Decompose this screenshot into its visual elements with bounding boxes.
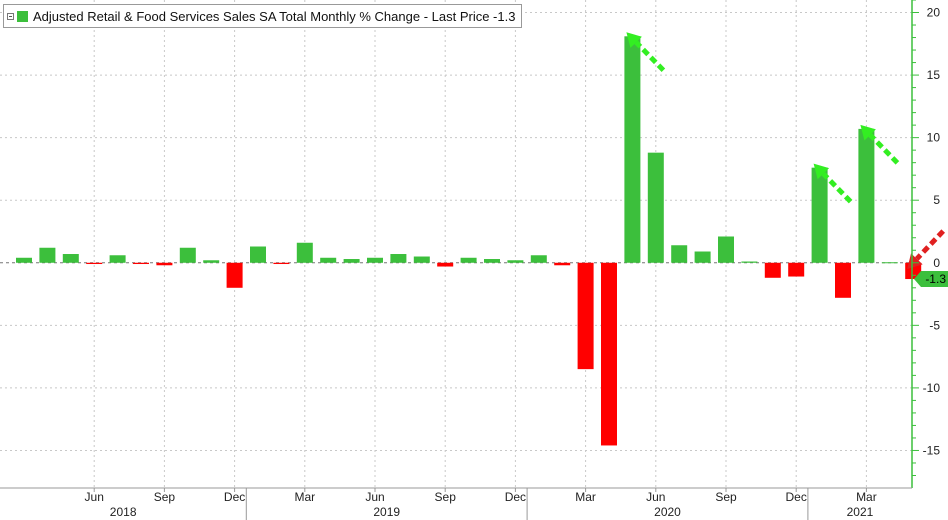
bar [413, 256, 430, 263]
bar [484, 259, 500, 263]
bar [320, 257, 337, 263]
y-tick-label: -15 [923, 443, 941, 457]
x-tick-label: Jun [365, 490, 384, 504]
x-tick-label: Mar [294, 490, 315, 504]
y-tick-label: 15 [927, 68, 941, 82]
bar [133, 262, 149, 265]
bar [554, 262, 571, 266]
x-tick-label: Dec [224, 490, 245, 504]
bar [273, 262, 290, 265]
year-label: 2018 [110, 505, 137, 519]
bar [296, 242, 313, 263]
bar [788, 262, 805, 277]
bar [858, 128, 875, 263]
bar [647, 152, 664, 263]
x-tick-label: Mar [575, 490, 596, 504]
bar [250, 246, 266, 263]
bar [156, 262, 173, 266]
legend[interactable]: Adjusted Retail & Food Services Sales SA… [3, 4, 523, 28]
bar [16, 257, 32, 263]
bar [764, 262, 781, 278]
bar [203, 260, 220, 263]
legend-label: Adjusted Retail & Food Services Sales SA… [33, 8, 516, 24]
bar [671, 245, 688, 263]
annotation-arrow [634, 40, 666, 73]
bar [741, 261, 758, 263]
annotation-arrowhead [907, 253, 923, 270]
y-axis: -15 -10 -5 0 5 10 15 20 -1.3 [911, 0, 948, 488]
x-tick-label: Dec [505, 490, 526, 504]
x-tick-label: Jun [646, 490, 665, 504]
bar [718, 236, 734, 263]
bar [577, 262, 594, 370]
y-tick-label: -5 [929, 318, 940, 332]
year-label: 2021 [847, 505, 874, 519]
bar [507, 260, 524, 263]
y-tick-label: 20 [927, 6, 941, 20]
bar [390, 254, 407, 263]
x-axis: Jun Sep Dec Mar Jun Sep Dec Mar Jun Sep Dec Mar 2018… [0, 487, 912, 520]
bar [811, 167, 828, 263]
annotation-arrow [915, 229, 946, 261]
x-tick-label: Jun [85, 490, 104, 504]
annotation-arrowhead [626, 32, 642, 48]
bar [367, 257, 383, 263]
year-label: 2020 [654, 505, 681, 519]
grid-lines [0, 0, 912, 488]
y-tick-label: 10 [927, 131, 941, 145]
bar [226, 262, 243, 288]
bar [179, 247, 196, 263]
bar [109, 255, 126, 263]
bar [601, 262, 617, 446]
x-tick-label: Sep [715, 490, 737, 504]
last-price-label: -1.3 [925, 272, 946, 286]
x-tick-label: Sep [154, 490, 176, 504]
bar [835, 262, 851, 298]
bar [624, 36, 641, 263]
y-tick-label: 5 [933, 193, 940, 207]
annotation-arrow [868, 133, 900, 165]
x-tick-label: Sep [435, 490, 457, 504]
bars [16, 36, 922, 446]
bar [39, 247, 56, 263]
bar [62, 254, 79, 263]
x-tick-label: Mar [856, 490, 877, 504]
bar [460, 257, 477, 263]
legend-collapse-icon[interactable] [7, 12, 14, 20]
bar [437, 262, 454, 267]
bar [343, 259, 360, 263]
legend-swatch [17, 10, 28, 22]
annotation-arrows [626, 32, 946, 270]
last-price-badge [914, 271, 948, 288]
annotation-arrowhead [860, 124, 876, 141]
bar [694, 251, 711, 263]
year-label: 2019 [373, 505, 400, 519]
bar [86, 262, 103, 265]
bar [530, 255, 547, 263]
annotation-arrowhead [813, 163, 830, 180]
x-tick-label: Dec [786, 490, 807, 504]
annotation-arrow [821, 171, 853, 204]
y-tick-label: -10 [923, 381, 941, 395]
y-tick-label: 0 [933, 256, 940, 270]
